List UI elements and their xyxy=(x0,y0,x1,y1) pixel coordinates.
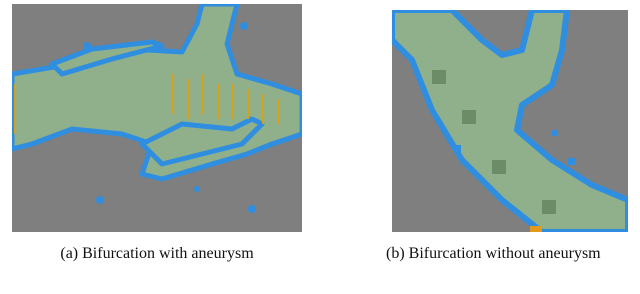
render-no-aneurysm xyxy=(392,10,628,232)
render-aneurysm xyxy=(12,4,302,232)
caption: (a) Bifurcation with aneurysm xyxy=(12,240,302,268)
caption: (b) Bifurcation without aneurysm xyxy=(386,240,629,268)
page: (a) Bifurcation with aneurysm (b) Bifurc… xyxy=(0,0,640,294)
